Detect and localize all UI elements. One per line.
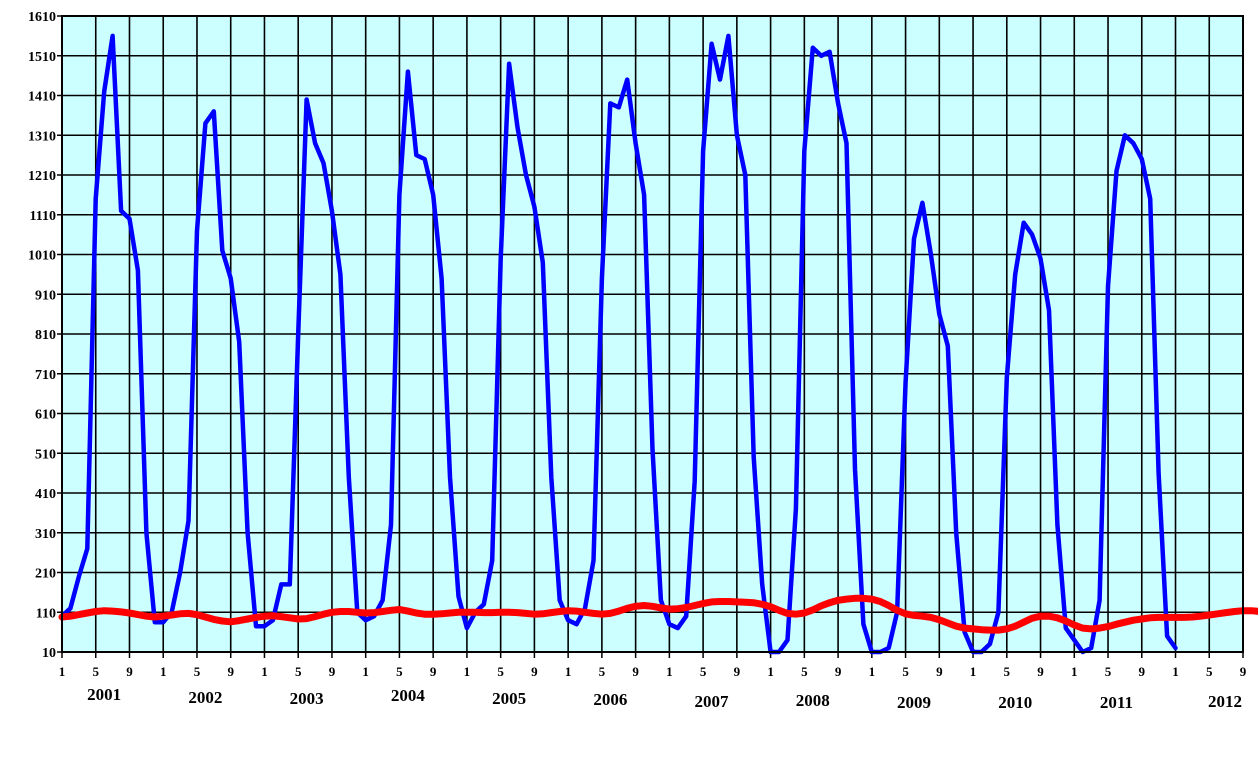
x-tick-label: 1 xyxy=(59,664,66,679)
y-axis-ticks: 10 110 210 310 410 510 610 710 810 910 1010 1110 121… xyxy=(28,10,62,661)
x-tick-label: 1 xyxy=(565,664,572,679)
x-tick-label: 9 xyxy=(632,664,639,679)
year-label: 2008 xyxy=(796,691,830,710)
year-label: 2006 xyxy=(593,690,627,709)
y-tick-label: 1210 xyxy=(28,169,56,184)
x-tick-label: 1 xyxy=(970,664,977,679)
x-tick-label: 5 xyxy=(700,664,707,679)
x-tick-label: 1 xyxy=(1071,664,1078,679)
x-tick-label: 9 xyxy=(835,664,842,679)
y-tick-label: 510 xyxy=(35,447,56,462)
y-tick-label: 1110 xyxy=(30,209,56,224)
year-label: 2002 xyxy=(188,688,222,707)
y-tick-label: 1410 xyxy=(28,90,56,105)
y-tick-label: 110 xyxy=(36,606,56,621)
y-tick-label: 310 xyxy=(35,527,56,542)
year-label: 2004 xyxy=(391,686,426,705)
x-tick-label: 1 xyxy=(869,664,876,679)
x-tick-label: 9 xyxy=(1139,664,1146,679)
year-label: 2007 xyxy=(695,692,730,711)
x-tick-label: 1 xyxy=(261,664,268,679)
x-tick-label: 9 xyxy=(430,664,437,679)
x-tick-label: 5 xyxy=(902,664,909,679)
x-tick-label: 5 xyxy=(194,664,201,679)
series-line-blue xyxy=(59,33,1178,655)
x-tick-label: 9 xyxy=(734,664,741,679)
x-tick-label: 9 xyxy=(126,664,133,679)
x-tick-label: 9 xyxy=(329,664,336,679)
year-label: 2005 xyxy=(492,689,526,708)
y-tick-label: 1510 xyxy=(28,50,56,65)
series-line-red xyxy=(58,594,1258,634)
year-label: 2003 xyxy=(290,689,324,708)
y-tick-label: 1610 xyxy=(28,10,56,25)
y-tick-label: 910 xyxy=(35,288,56,303)
x-tick-label: 5 xyxy=(497,664,504,679)
x-tick-label: 5 xyxy=(1206,664,1213,679)
y-tick-label: 210 xyxy=(35,567,56,582)
x-tick-label: 5 xyxy=(92,664,99,679)
x-tick-label: 1 xyxy=(160,664,167,679)
y-tick-label: 610 xyxy=(35,408,56,423)
year-label: 2009 xyxy=(897,693,931,712)
x-tick-label: 1 xyxy=(767,664,774,679)
x-tick-label: 5 xyxy=(396,664,403,679)
y-tick-label: 410 xyxy=(35,487,56,502)
y-tick-label: 1310 xyxy=(28,129,56,144)
x-axis-ticks: 1 5 9 1 5 9 1 5 9 1 5 9 1 5 9 1 5 9 1 5 9 1 5 9 1 5 9 1 5 9 1 5 9 1 5 9 xyxy=(59,652,1247,679)
year-label: 2001 xyxy=(87,685,121,704)
x-tick-label: 5 xyxy=(801,664,808,679)
x-tick-label: 5 xyxy=(295,664,302,679)
plot-border xyxy=(61,15,1244,653)
x-tick-label: 9 xyxy=(227,664,234,679)
x-tick-label: 1 xyxy=(464,664,471,679)
x-tick-label: 9 xyxy=(1037,664,1044,679)
year-labels: 2001 2002 2003 2004 2005 2006 2007 2008 2009 2010… xyxy=(87,685,1242,712)
year-label: 2012 xyxy=(1208,692,1242,711)
year-label: 2010 xyxy=(998,693,1032,712)
x-tick-label: 1 xyxy=(1172,664,1179,679)
x-tick-label: 1 xyxy=(666,664,673,679)
x-tick-label: 5 xyxy=(1105,664,1112,679)
x-tick-label: 9 xyxy=(1240,664,1247,679)
y-tick-label: 710 xyxy=(35,368,56,383)
x-tick-label: 1 xyxy=(362,664,369,679)
year-label: 2011 xyxy=(1100,693,1133,712)
x-tick-label: 5 xyxy=(599,664,606,679)
x-tick-label: 9 xyxy=(936,664,943,679)
series-layer xyxy=(58,33,1258,655)
x-tick-label: 9 xyxy=(531,664,538,679)
y-tick-label: 1010 xyxy=(28,249,56,264)
y-tick-label: 810 xyxy=(35,328,56,343)
x-tick-label: 5 xyxy=(1004,664,1011,679)
y-tick-label: 10 xyxy=(42,646,56,661)
